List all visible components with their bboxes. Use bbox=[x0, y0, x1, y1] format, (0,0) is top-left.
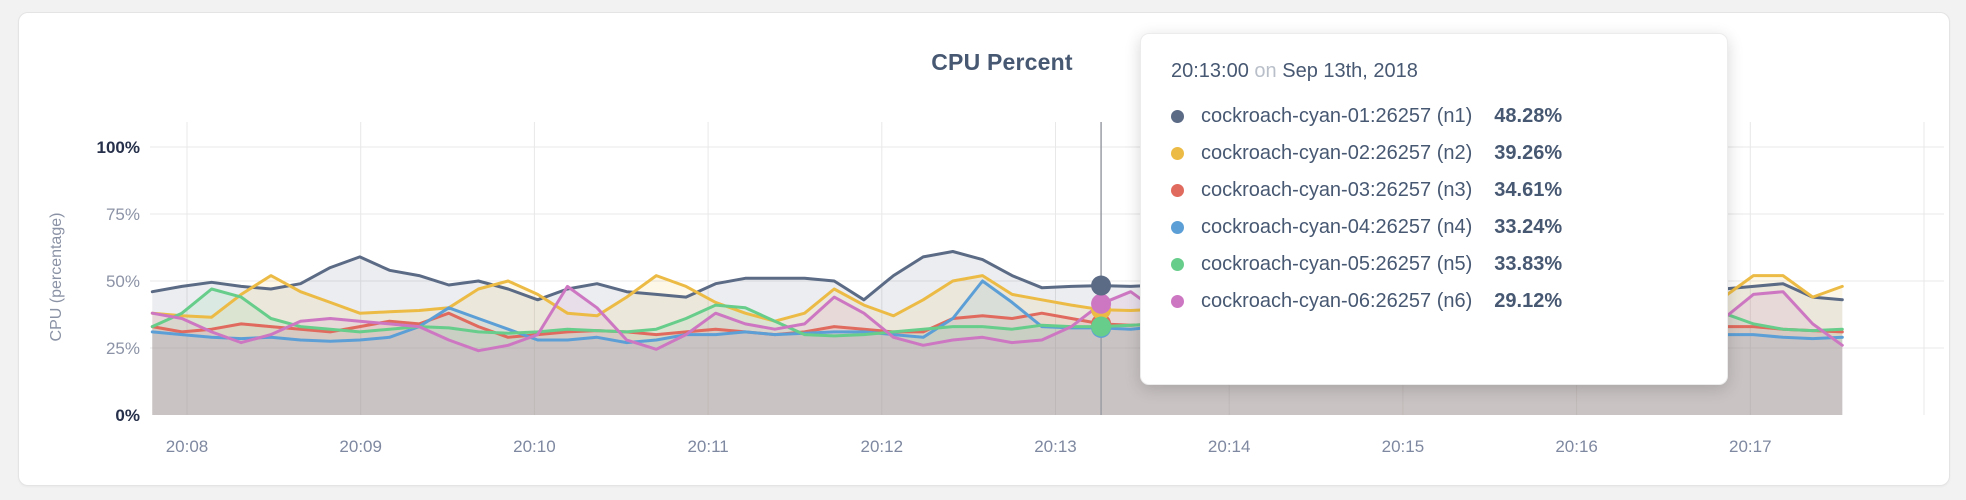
x-tick-label: 20:13 bbox=[1034, 437, 1077, 456]
series-color-dot bbox=[1171, 147, 1184, 160]
series-value: 34.61% bbox=[1494, 179, 1563, 201]
x-tick-label: 20:16 bbox=[1555, 437, 1598, 456]
tooltip-row-n5: cockroach-cyan-05:26257 (n5) 33.83% bbox=[1171, 246, 1697, 283]
tooltip-row-n3: cockroach-cyan-03:26257 (n3) 34.61% bbox=[1171, 172, 1697, 209]
series-value: 48.28% bbox=[1494, 105, 1563, 127]
series-value: 39.26% bbox=[1494, 142, 1563, 164]
tooltip-conjunction: on bbox=[1254, 60, 1277, 82]
y-tick-label: 25% bbox=[106, 339, 140, 358]
y-axis-ticks: 100% 75% 50% 25% 0% bbox=[97, 138, 140, 425]
x-axis-ticks: 20:08 20:09 20:10 20:11 20:12 20:13 20:14 20:15… bbox=[166, 437, 1772, 456]
series-color-dot bbox=[1171, 221, 1184, 234]
x-tick-label: 20:10 bbox=[513, 437, 556, 456]
series-value: 33.83% bbox=[1494, 253, 1563, 275]
series-color-dot bbox=[1171, 295, 1184, 308]
x-tick-label: 20:08 bbox=[166, 437, 209, 456]
y-tick-label: 50% bbox=[106, 272, 140, 291]
series-name: cockroach-cyan-06:26257 (n6) bbox=[1201, 290, 1473, 312]
x-tick-label: 20:11 bbox=[687, 437, 728, 456]
chart-title: CPU Percent bbox=[931, 49, 1073, 75]
tooltip-time: 20:13:00 bbox=[1171, 60, 1249, 82]
series-color-dot bbox=[1171, 110, 1184, 123]
series-color-dot bbox=[1171, 184, 1184, 197]
x-tick-label: 20:15 bbox=[1382, 437, 1425, 456]
series-value: 29.12% bbox=[1494, 290, 1563, 312]
x-tick-label: 20:12 bbox=[861, 437, 904, 456]
series-color-dot bbox=[1171, 258, 1184, 271]
tooltip-timestamp: 20:13:00 on Sep 13th, 2018 bbox=[1171, 58, 1697, 84]
hover-dots bbox=[1091, 275, 1112, 338]
tooltip-row-n4: cockroach-cyan-04:26257 (n4) 33.24% bbox=[1171, 209, 1697, 246]
tooltip-row-n1: cockroach-cyan-01:26257 (n1) 48.28% bbox=[1171, 98, 1697, 135]
x-tick-label: 20:14 bbox=[1208, 437, 1251, 456]
series-value: 33.24% bbox=[1494, 216, 1563, 238]
tooltip-date: Sep 13th, 2018 bbox=[1282, 60, 1418, 82]
series-name: cockroach-cyan-03:26257 (n3) bbox=[1201, 179, 1473, 201]
series-name: cockroach-cyan-02:26257 (n2) bbox=[1201, 142, 1473, 164]
hover-dot-n5 bbox=[1091, 316, 1112, 337]
tooltip-rows: cockroach-cyan-01:26257 (n1) 48.28% cockro… bbox=[1171, 98, 1697, 320]
series-name: cockroach-cyan-05:26257 (n5) bbox=[1201, 253, 1473, 275]
series-name: cockroach-cyan-04:26257 (n4) bbox=[1201, 216, 1473, 238]
chart-tooltip: 20:13:00 on Sep 13th, 2018 cockroach-cya… bbox=[1140, 33, 1728, 385]
y-tick-label: 0% bbox=[115, 406, 140, 425]
y-tick-label: 75% bbox=[106, 205, 140, 224]
hover-dot-n6 bbox=[1091, 293, 1112, 314]
series-name: cockroach-cyan-01:26257 (n1) bbox=[1201, 105, 1473, 127]
x-tick-label: 20:17 bbox=[1729, 437, 1772, 456]
x-tick-label: 20:09 bbox=[339, 437, 382, 456]
tooltip-row-n2: cockroach-cyan-02:26257 (n2) 39.26% bbox=[1171, 135, 1697, 172]
hover-dot-n1 bbox=[1091, 275, 1112, 296]
tooltip-row-n6: cockroach-cyan-06:26257 (n6) 29.12% bbox=[1171, 283, 1697, 320]
y-tick-label: 100% bbox=[97, 138, 140, 157]
